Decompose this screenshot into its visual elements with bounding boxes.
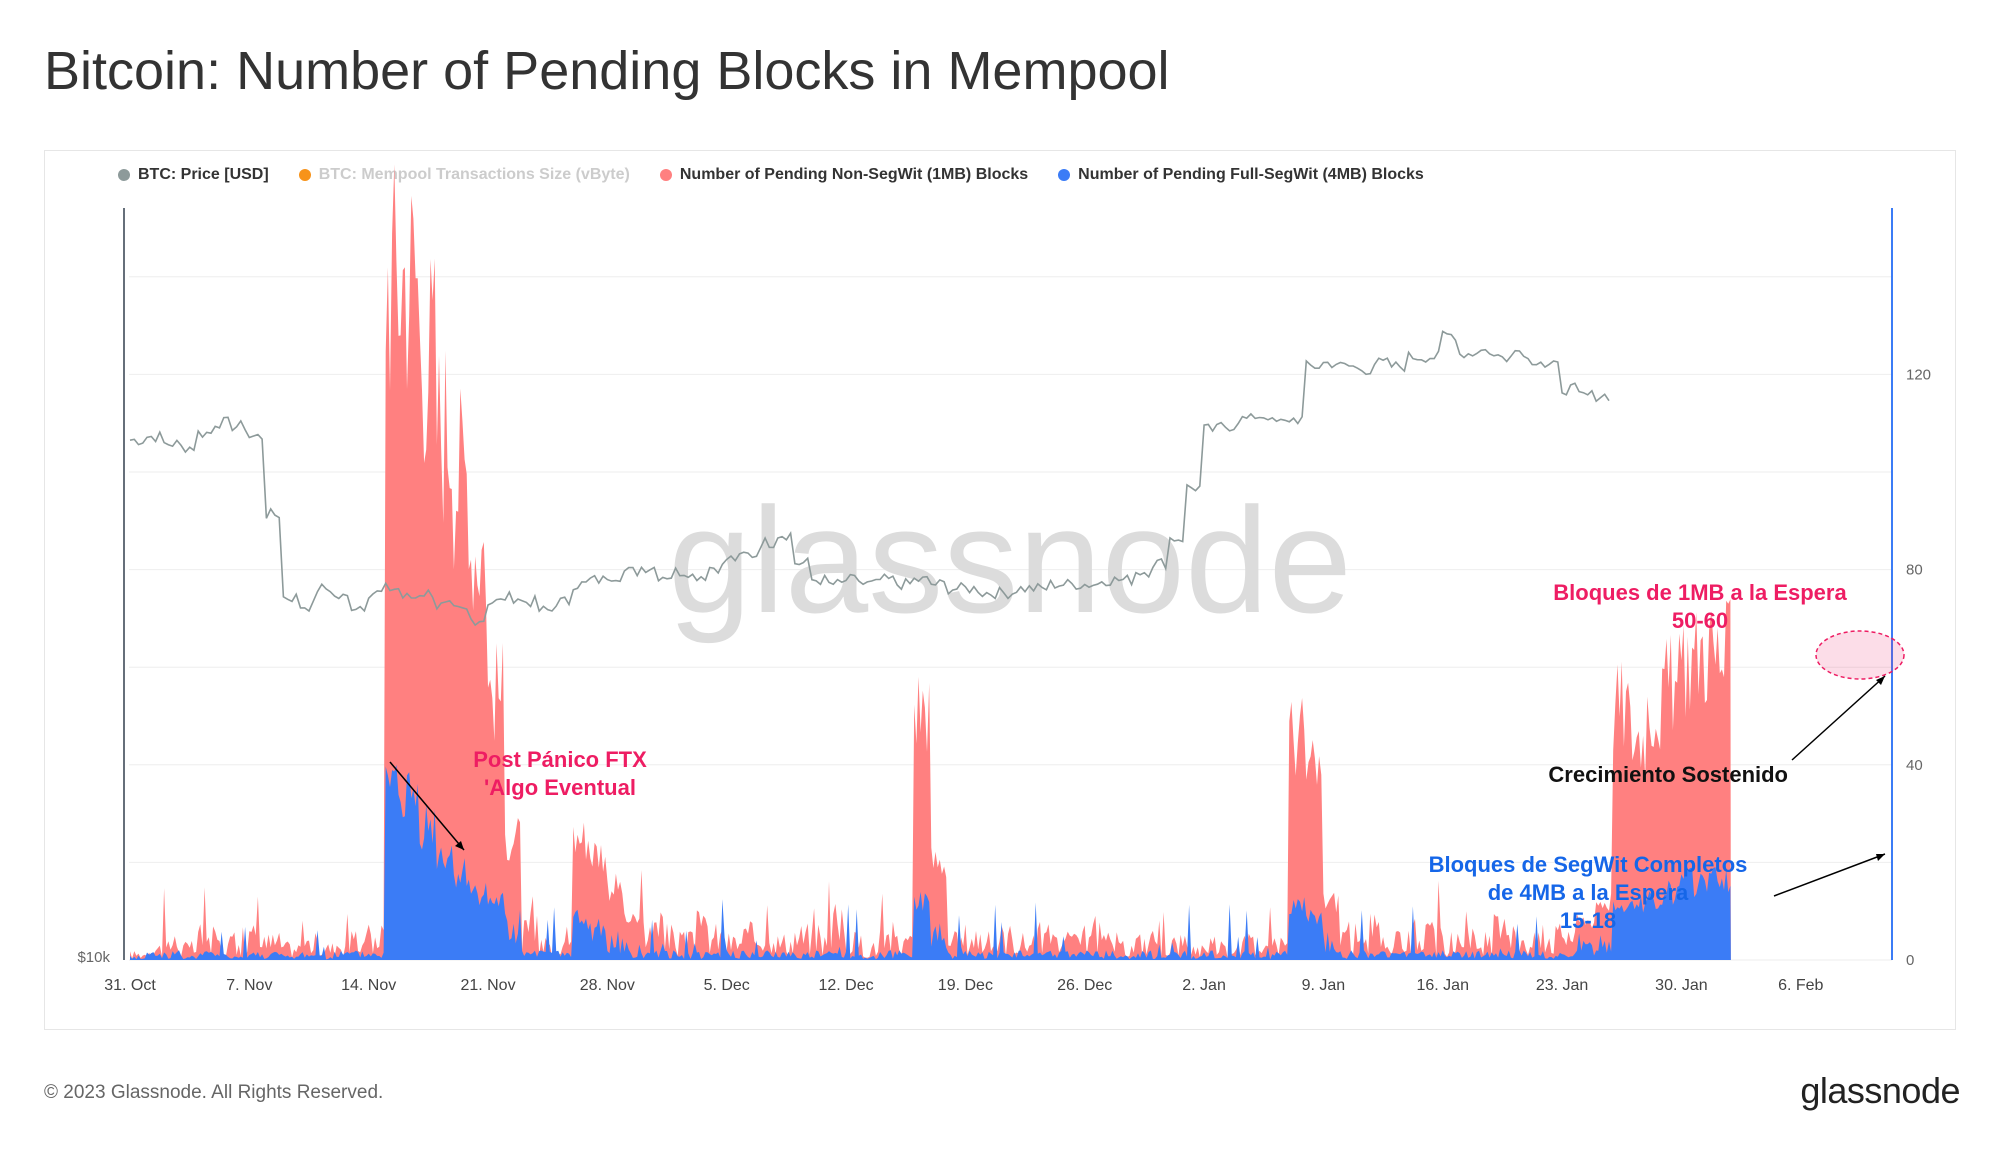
- y-left-tick-label: $10k: [77, 949, 110, 966]
- x-tick-label: 23. Jan: [1536, 977, 1588, 994]
- legend-item-mempool-size[interactable]: BTC: Mempool Transactions Size (vByte): [298, 166, 630, 184]
- annotation-ftx-arrow: [389, 761, 465, 851]
- annotations: Post Pánico FTX 'Algo Eventual Bloques de …: [389, 580, 1905, 933]
- y-right-tick-label: 0: [1906, 952, 1914, 969]
- annotation-ftx-line2: 'Algo Eventual: [484, 775, 636, 800]
- price-series: [129, 330, 1610, 627]
- x-tick-label: 31. Oct: [104, 977, 156, 994]
- legend-dot-price: [118, 169, 130, 181]
- glassnode-logo: glassnode: [1800, 1070, 1960, 1111]
- y-right-tick-label: 120: [1906, 366, 1931, 383]
- x-tick-label: 21. Nov: [460, 977, 515, 994]
- annotation-growth: Crecimiento Sostenido: [1548, 762, 1788, 787]
- x-tick-label: 16. Jan: [1416, 977, 1468, 994]
- area-series: [130, 164, 1731, 961]
- x-tick-label: 7. Nov: [226, 977, 272, 994]
- annotation-segwit-line2: de 4MB a la Espera: [1488, 880, 1689, 905]
- annotation-segwit-line3: 15-18: [1560, 908, 1616, 933]
- annotation-segwit-arrowhead: [1876, 854, 1885, 861]
- chart-legend: BTC: Price [USD] BTC: Mempool Transactio…: [118, 166, 1424, 184]
- x-tick-label: 14. Nov: [341, 977, 396, 994]
- y-right-tick-label: 40: [1906, 757, 1923, 774]
- x-tick-label: 30. Jan: [1655, 977, 1707, 994]
- legend-dot-non-segwit: [659, 169, 672, 181]
- x-tick-label: 26. Dec: [1057, 977, 1112, 994]
- x-tick-label: 2. Jan: [1182, 977, 1226, 994]
- annotation-ftx-arrowhead: [455, 841, 464, 850]
- legend-label-non-segwit: Number of Pending Non-SegWit (1MB) Block…: [679, 166, 1029, 183]
- page-title: Bitcoin: Number of Pending Blocks in Mem…: [44, 41, 1170, 101]
- x-tick-label: 5. Dec: [704, 977, 750, 994]
- legend-label-mempool-size: BTC: Mempool Transactions Size (vByte): [318, 166, 630, 183]
- annotation-ftx-line1: Post Pánico FTX: [473, 747, 647, 772]
- annotation-1mb-line2: 50-60: [1672, 608, 1728, 633]
- legend-item-price[interactable]: BTC: Price [USD]: [118, 166, 269, 184]
- annotation-segwit-arrow: [1773, 853, 1886, 897]
- annotation-1mb-line1: Bloques de 1MB a la Espera: [1553, 580, 1847, 605]
- watermark: glassnode: [668, 476, 1352, 644]
- x-tick-label: 12. Dec: [818, 977, 873, 994]
- legend-label-full-segwit: Number of Pending Full-SegWit (4MB) Bloc…: [1078, 166, 1424, 183]
- non-segwit-area: [130, 164, 1731, 961]
- y-right-tick-label: 80: [1906, 562, 1923, 579]
- annotation-1mb-ellipse: [1815, 630, 1905, 680]
- chart-frame: [44, 150, 1956, 1030]
- legend-item-non-segwit[interactable]: Number of Pending Non-SegWit (1MB) Block…: [659, 166, 1029, 184]
- legend-dot-mempool-size: [298, 169, 311, 181]
- legend-dot-full-segwit: [1058, 169, 1071, 181]
- full-segwit-area: [130, 764, 1731, 960]
- legend-item-full-segwit[interactable]: Number of Pending Full-SegWit (4MB) Bloc…: [1058, 166, 1424, 184]
- x-tick-label: 28. Nov: [580, 977, 635, 994]
- x-tick-label: 9. Jan: [1302, 977, 1346, 994]
- x-tick-label: 19. Dec: [938, 977, 993, 994]
- axes: 0 40 80 120 $10k 31. Oct 7. Nov 14. Nov 21. Nov 2…: [77, 208, 1931, 994]
- copyright: © 2023 Glassnode. All Rights Reserved.: [44, 1082, 384, 1103]
- legend-label-price: BTC: Price [USD]: [138, 166, 269, 183]
- annotation-growth-arrowhead: [1876, 676, 1885, 685]
- price-line: [129, 330, 1610, 627]
- x-tick-label: 6. Feb: [1778, 977, 1823, 994]
- annotation-segwit-line1: Bloques de SegWit Completos: [1429, 852, 1748, 877]
- annotation-growth-arrow: [1791, 675, 1886, 761]
